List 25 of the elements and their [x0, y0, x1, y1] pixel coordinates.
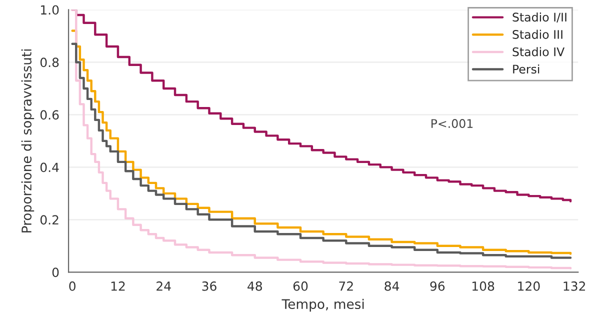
x-tick-label: 0 — [69, 281, 76, 291]
y-tick-label: 0.6 — [40, 110, 59, 120]
x-tick-label: 96 — [430, 281, 445, 291]
y-tick-label: 0.4 — [40, 162, 59, 172]
y-tick-label: 0.8 — [40, 58, 59, 68]
x-tick-label: 132 — [564, 281, 585, 291]
y-tick-label: 1.0 — [41, 5, 59, 15]
x-tick-label: 12 — [111, 281, 125, 291]
x-axis-title: Tempo, mesi — [282, 298, 364, 312]
x-tick-label: 48 — [248, 281, 262, 291]
legend-label: Stadio I/II — [512, 12, 566, 23]
legend-label: Stadio IV — [512, 47, 565, 56]
x-tick-label: 36 — [202, 281, 216, 291]
annotation: P<.001 — [432, 119, 473, 128]
x-tick-label: 84 — [384, 281, 400, 291]
y-tick-label: 0 — [52, 268, 59, 278]
x-tick-label: 24 — [156, 281, 171, 291]
legend-label: Persi — [513, 64, 540, 74]
legend-label: Stadio III — [512, 30, 562, 39]
x-tick-label: 72 — [339, 281, 353, 291]
x-tick-label: 120 — [518, 281, 540, 291]
y-tick-label: 0.2 — [40, 215, 58, 225]
y-axis-title: Proporzione di sopravvissuti — [21, 49, 34, 232]
x-tick-label: 60 — [293, 281, 308, 291]
x-tick-label: 108 — [472, 281, 494, 291]
